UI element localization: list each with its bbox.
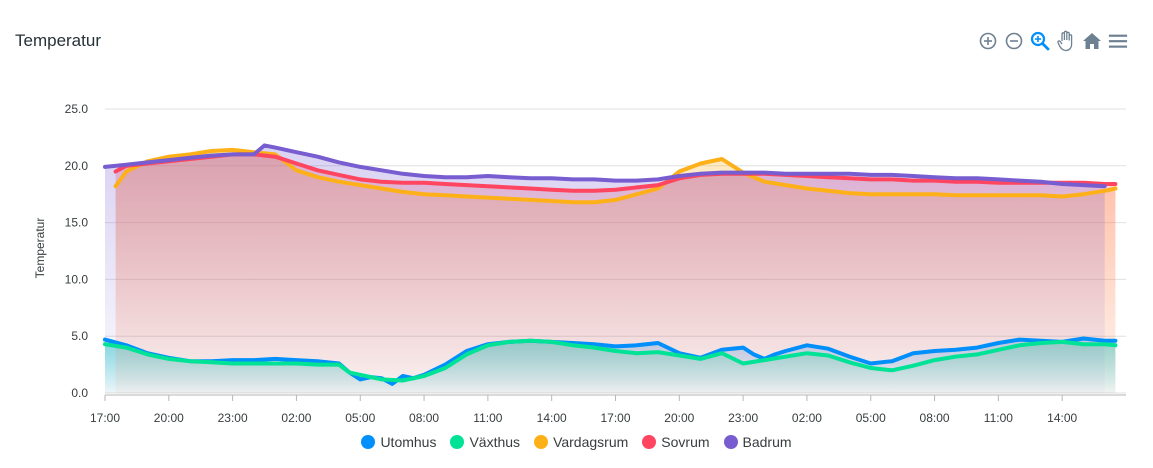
- legend-marker: [450, 435, 465, 449]
- legend-label: Vardagsrum: [553, 434, 629, 450]
- legend-marker: [642, 435, 657, 449]
- series-lines: [103, 143, 1118, 386]
- series-line-sovrum[interactable]: [113, 152, 1118, 193]
- menu-icon[interactable]: [1108, 30, 1128, 52]
- legend-item-sovrum[interactable]: Sovrum: [642, 434, 710, 450]
- x-tick-label: 17:00: [600, 411, 630, 425]
- x-tick-label: 11:00: [984, 411, 1013, 425]
- series-line-badrum[interactable]: [103, 143, 1107, 189]
- x-tick-label: 23:00: [218, 411, 248, 425]
- zoom-out-icon[interactable]: [1004, 30, 1024, 52]
- pan-icon[interactable]: [1056, 30, 1076, 52]
- home-icon[interactable]: [1082, 30, 1102, 52]
- y-tick-label: 25.0: [65, 102, 89, 116]
- y-tick-label: 0.0: [71, 386, 88, 400]
- series-line-växthus[interactable]: [103, 338, 1118, 383]
- x-tick-label: 14:00: [1047, 411, 1077, 425]
- y-axis-label: Temperatur: [33, 218, 47, 279]
- x-tick-label: 08:00: [409, 411, 439, 425]
- x-tick-label: 08:00: [920, 411, 950, 425]
- legend-item-vardagsrum[interactable]: Vardagsrum: [534, 434, 628, 450]
- x-tick-label: 02:00: [281, 411, 311, 425]
- y-tick-label: 15.0: [65, 216, 89, 230]
- legend-item-utomhus[interactable]: Utomhus: [361, 434, 436, 450]
- series-line-vardagsrum[interactable]: [113, 147, 1118, 205]
- x-tick-label: 11:00: [473, 411, 502, 425]
- y-tick-label: 20.0: [65, 159, 89, 173]
- zoom-in-icon[interactable]: [978, 30, 998, 52]
- legend-label: Sovrum: [661, 434, 710, 450]
- y-tick-label: 5.0: [71, 329, 88, 343]
- x-tick-label: 02:00: [792, 411, 822, 425]
- y-tick-label: 10.0: [65, 272, 89, 286]
- x-tick-label: 05:00: [345, 411, 375, 425]
- x-tick-label: 17:00: [90, 411, 120, 425]
- legend-item-växthus[interactable]: Växthus: [450, 434, 520, 450]
- legend-label: Utomhus: [380, 434, 437, 450]
- x-tick-label: 20:00: [154, 411, 184, 425]
- axes: 0.0 5.0 10.0 15.0 20.0 25.0 17:00 20:00 23:00 02:…: [65, 102, 1126, 425]
- chart-toolbar: [978, 30, 1128, 52]
- legend-label: Växthus: [469, 434, 521, 450]
- legend-marker: [723, 435, 738, 449]
- chart-title: Temperatur: [15, 31, 101, 50]
- series-line-utomhus[interactable]: [103, 336, 1118, 386]
- legend-label: Badrum: [742, 434, 792, 450]
- x-tick-label: 23:00: [728, 411, 758, 425]
- x-tick-label: 05:00: [856, 411, 886, 425]
- series-area-badrum: [105, 145, 1105, 393]
- legend-item-badrum[interactable]: Badrum: [723, 434, 792, 450]
- series-areas: [105, 145, 1116, 393]
- x-tick-label: 14:00: [537, 411, 567, 425]
- chart-legend: Utomhus Växthus Vardagsrum Sovrum Badrum: [0, 434, 1153, 450]
- x-tick-label: 20:00: [664, 411, 694, 425]
- legend-marker: [361, 435, 376, 449]
- selection-zoom-icon[interactable]: [1030, 30, 1050, 52]
- legend-marker: [534, 435, 549, 449]
